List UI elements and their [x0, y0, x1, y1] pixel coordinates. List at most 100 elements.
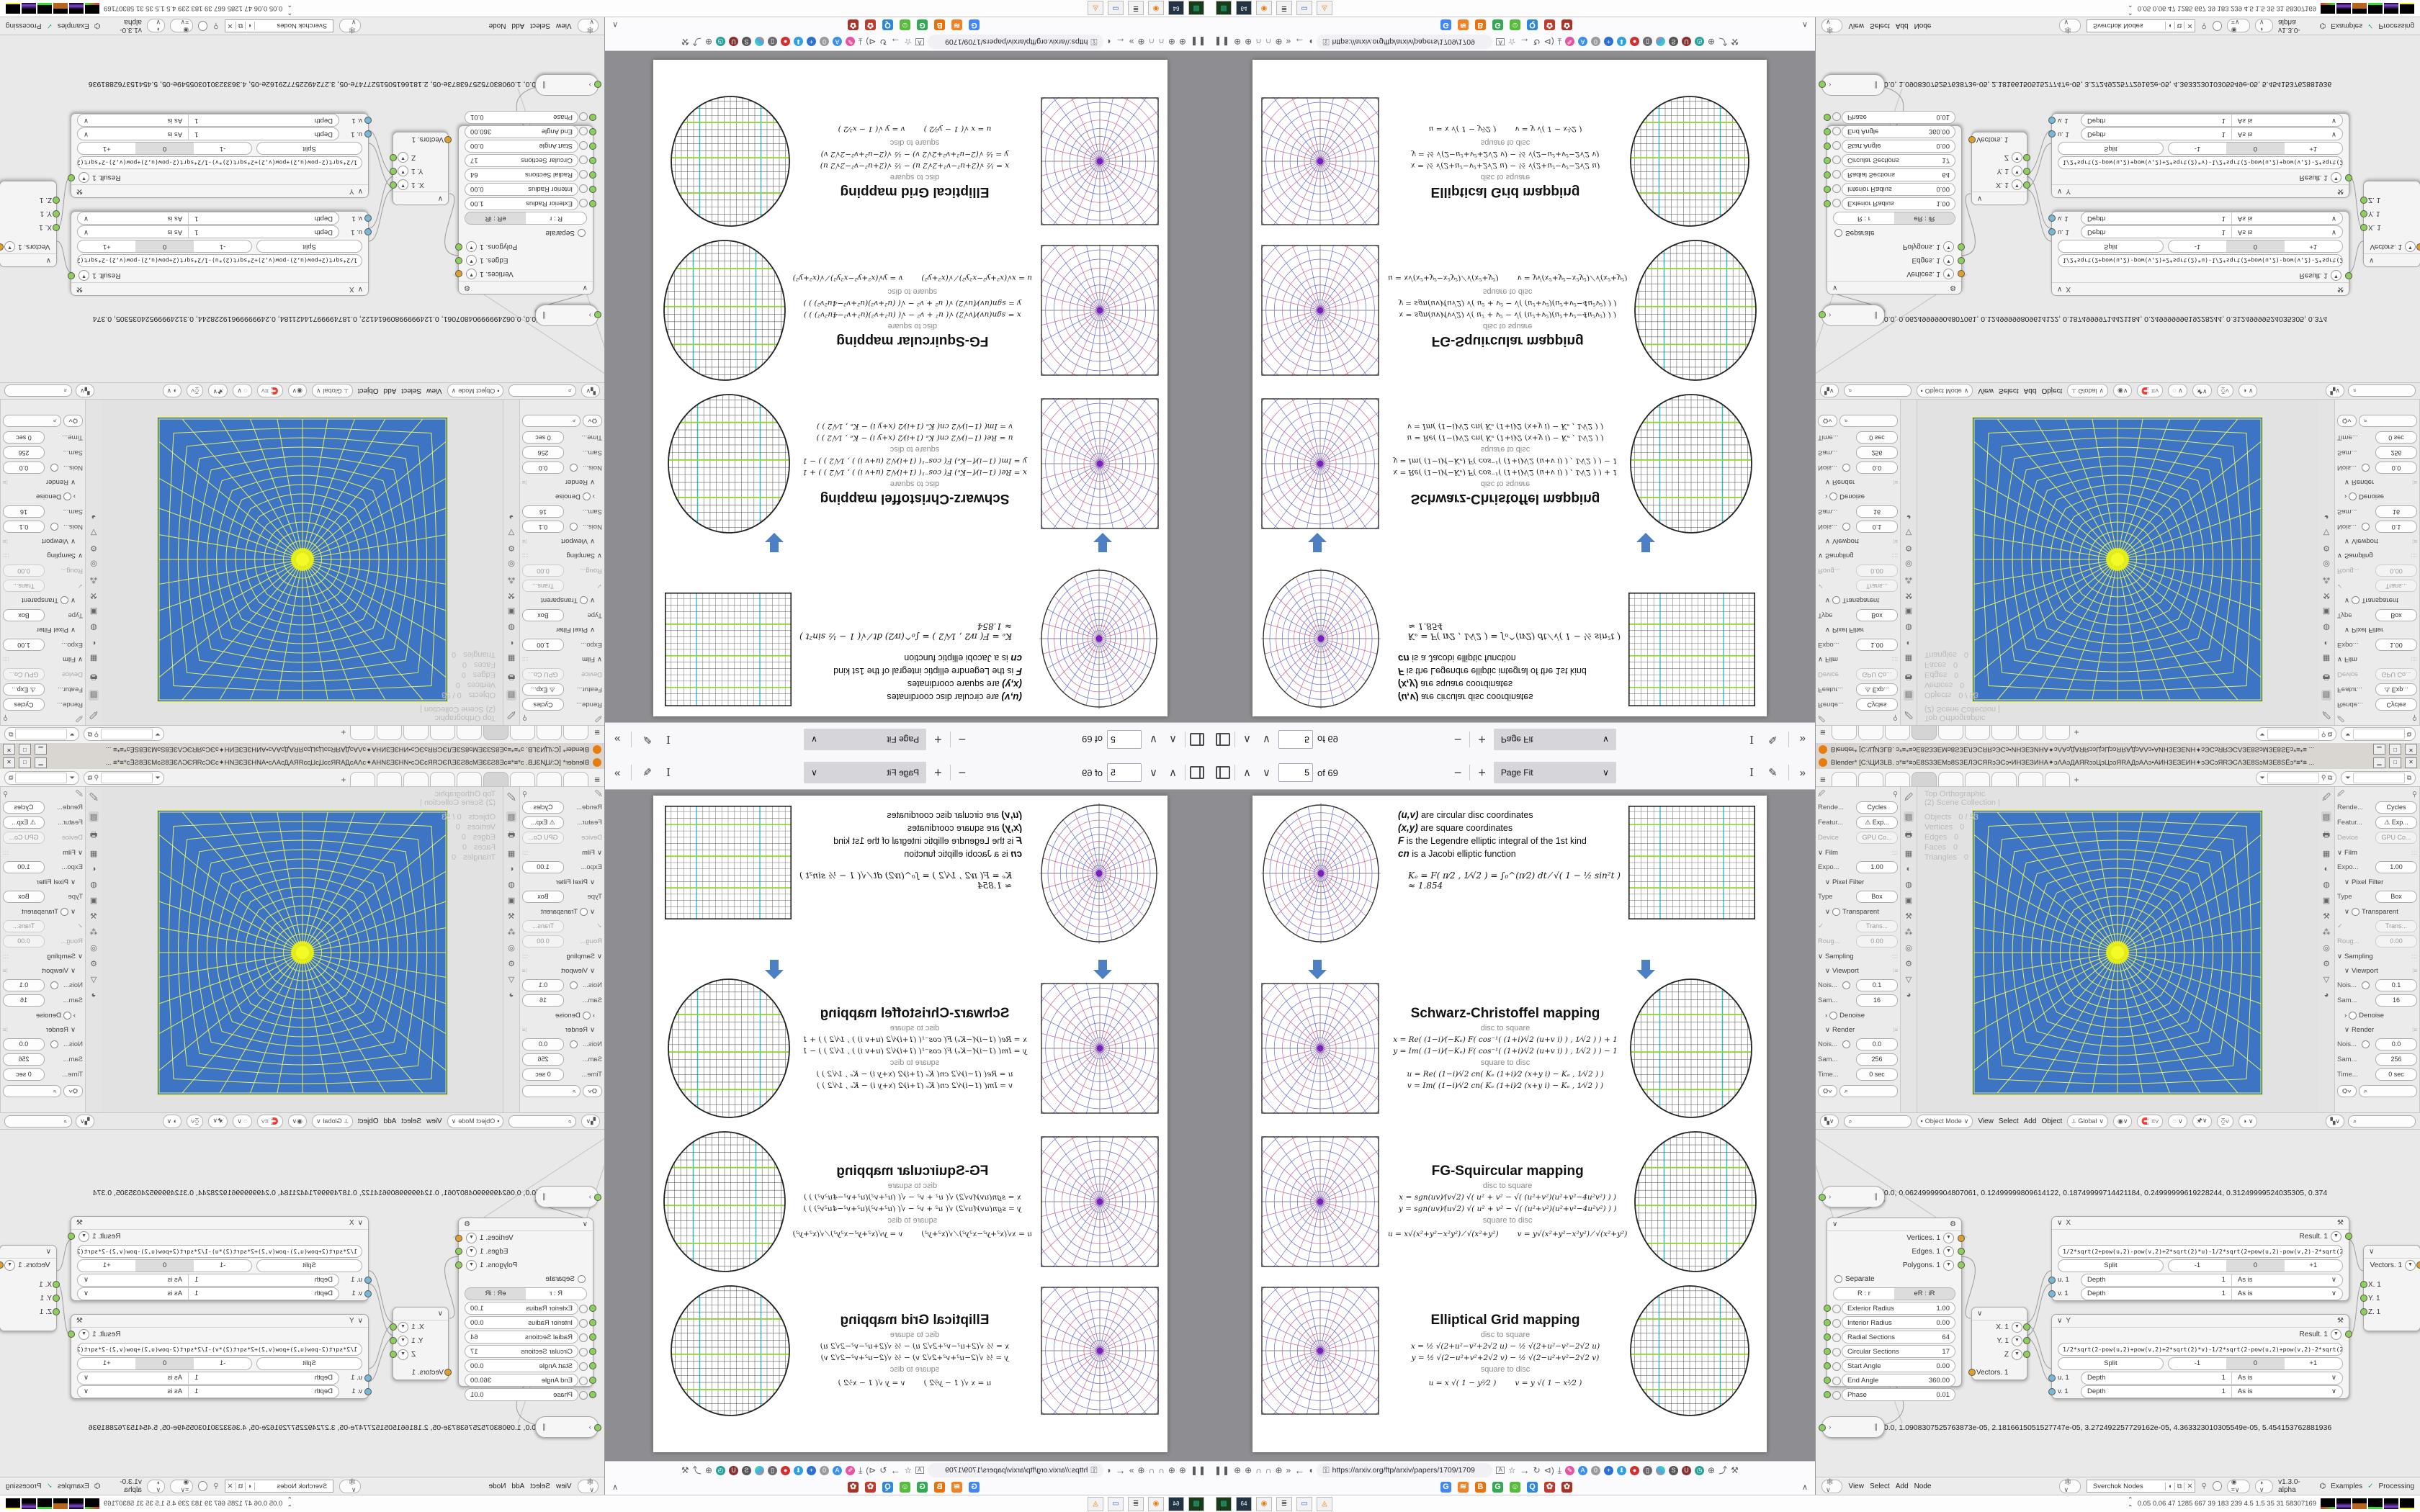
workspace-tab[interactable] — [1937, 726, 1963, 740]
container-tab-icon[interactable]: ⊕ — [1178, 37, 1186, 47]
editor-type-button[interactable]: ▚∨ — [1820, 1114, 1839, 1128]
collapse-chevron-icon[interactable]: ∧ — [612, 20, 619, 30]
video-download-helper-icon[interactable]: ⬇ — [1617, 1465, 1627, 1475]
object-tab-icon[interactable]: ▣ — [1904, 896, 1913, 905]
render-samples-row[interactable]: Sam... 256 — [522, 445, 602, 460]
constraint-tab-icon[interactable]: ⚙ — [2323, 544, 2330, 552]
zoom-out-button[interactable]: − — [1453, 732, 1462, 747]
exposure-row[interactable]: Expo... 1.00 — [522, 860, 602, 875]
transform-orientation-selector[interactable]: ⟂ Global ∨ — [312, 1114, 353, 1128]
checkbox-icon[interactable] — [569, 981, 578, 989]
socket-y[interactable] — [2023, 1337, 2030, 1344]
editor-type-button[interactable]: 🕸∨ — [1821, 1478, 1843, 1493]
headset-icon[interactable]: ∩ — [1255, 1465, 1262, 1475]
favicon-gear[interactable]: ✿ — [1544, 19, 1555, 31]
tool-tab-icon[interactable]: 🖉 — [507, 710, 516, 719]
object-tab-icon[interactable]: ▣ — [1904, 607, 1913, 616]
pause-icon[interactable]: ❚❚ — [1189, 1465, 1206, 1475]
menu-add[interactable]: Add — [1895, 1482, 1909, 1490]
checkbox-icon[interactable] — [1832, 596, 1840, 605]
globe-icon[interactable]: ⊕ — [1708, 1465, 1716, 1475]
wrap-minus-button[interactable]: -1 — [219, 1261, 226, 1269]
transparent-glass-row[interactable]: ✓ Trans... — [3, 919, 83, 934]
param-row[interactable]: Circular Sections 17 — [1824, 1345, 1961, 1358]
pin-icon[interactable]: ⚲ — [3, 714, 8, 722]
clock-extension-icon[interactable]: ◷ — [1695, 1465, 1705, 1475]
shield-icon[interactable]: ◖ — [2164, 22, 2174, 30]
socket[interactable] — [1819, 1424, 1826, 1431]
socket-v[interactable] — [364, 1290, 372, 1297]
pdf-sidebar-toggle-icon[interactable] — [1190, 766, 1204, 779]
modifier-tab-icon[interactable]: ⚒ — [508, 591, 515, 600]
tool-tab-icon[interactable]: 🖉 — [89, 793, 98, 802]
denoise-header[interactable]: › Denoise — [2344, 492, 2385, 501]
favicon-google-2[interactable]: G — [1492, 1481, 1503, 1493]
expand-icon[interactable]: › — [588, 1192, 591, 1201]
denoise-header[interactable]: › Denoise — [1825, 492, 1865, 501]
separate-checkbox[interactable] — [578, 229, 586, 237]
modifier-tab-icon[interactable]: ⚒ — [90, 591, 97, 600]
add-extension-icon[interactable]: + — [1604, 1465, 1614, 1475]
favicon-stackoverflow[interactable]: ≋ — [951, 19, 962, 31]
transparent-glass-row[interactable]: ✓ Trans... — [522, 578, 602, 593]
render-noise-row[interactable]: Nois... 0.0 — [2337, 460, 2417, 475]
physics-tab-icon[interactable]: ◎ — [2323, 559, 2330, 568]
viewport-noise-row[interactable]: Nois... 0.1 — [1818, 519, 1898, 534]
socket-result[interactable] — [68, 1233, 75, 1240]
socket-vertices[interactable] — [455, 1234, 462, 1242]
menu-add[interactable]: Add — [511, 1482, 525, 1490]
filter-type-row[interactable]: Type Box — [1818, 608, 1898, 623]
magnet-snap-selector[interactable]: 🧲 ⌗∨ — [256, 384, 283, 398]
page-number-input[interactable] — [1278, 763, 1313, 782]
material-tab-icon[interactable]: ◕ — [508, 513, 514, 521]
time-limit-row[interactable]: Time... 0 sec — [3, 430, 83, 445]
render-noise-row[interactable]: Nois... 0.0 — [522, 1037, 602, 1052]
editor-type-button[interactable]: ▚∨ — [581, 384, 600, 398]
param-row[interactable]: Phase 0.01 — [459, 111, 596, 124]
socket-vectors[interactable] — [444, 136, 452, 143]
render-samples-row[interactable]: Sam... 256 — [1818, 445, 1898, 460]
modifier-tab-icon[interactable]: ⚒ — [508, 912, 515, 921]
formula-input[interactable]: 1/2*sqrt(2-pow(u,2)+pow(v,2)+2*sqrt(2)*v… — [2058, 156, 2343, 169]
sampling-section-header[interactable]: ∨ Sampling:::: — [3, 952, 83, 960]
render-engine-row[interactable]: Rende... Cycles — [1818, 697, 1898, 712]
param-row[interactable]: Exterior Radius 1.00 — [459, 197, 596, 210]
socket-polygons[interactable] — [1958, 1261, 1965, 1269]
film-section-header[interactable]: ∨ Film:::: — [1818, 848, 1898, 857]
mute-icon[interactable]: ⊲) — [866, 37, 877, 47]
scene-tab-icon[interactable]: ◐ — [508, 865, 514, 873]
data-tab-icon[interactable]: ▽ — [508, 528, 515, 536]
roughness-row[interactable]: Roug... 0.00 — [522, 934, 602, 949]
editor-type-button[interactable]: ▚∨ — [581, 1114, 600, 1128]
output-tab-icon[interactable]: 🖶 — [2322, 831, 2331, 840]
transparent-header[interactable]: ∨ Transparent — [2344, 596, 2398, 605]
maximize-button[interactable]: □ — [2389, 757, 2401, 768]
transparent-header[interactable]: ∨ Transparent — [1825, 907, 1879, 916]
checkbox-icon[interactable] — [50, 981, 58, 989]
next-page-button[interactable]: ∨ — [1262, 733, 1270, 746]
object-tab-icon[interactable]: ▣ — [507, 607, 516, 616]
forward-button[interactable]: → — [1519, 36, 1530, 48]
vector-out-node[interactable]: ∨ X. 1 ▼ Y. 1 ▼ Z ▼ Vectors. 1 — [1968, 132, 2030, 205]
favicon-gear[interactable]: ✿ — [1544, 1481, 1555, 1493]
workspace-tab[interactable] — [1857, 726, 1883, 740]
menu-view[interactable]: View — [556, 22, 572, 30]
formula-node-x[interactable]: ∨ X ⚒ Result. 1 ▼ 1/2*sqrt(2+pow(u,2)-pow(v… — [2048, 211, 2352, 296]
socket-y[interactable] — [2360, 210, 2367, 217]
socket-z[interactable] — [53, 1308, 60, 1315]
pdf-content-area[interactable]: (u,v) are circular disc coordinates (x,y… — [1210, 790, 1815, 1461]
expand-chevrons-icon[interactable]: ⌃ ⌃ — [2127, 1495, 2133, 1512]
tab-r[interactable]: R : r — [550, 1290, 563, 1297]
favicon-gear-2[interactable]: ✿ — [1561, 19, 1572, 31]
header-search-input[interactable]: ⌕ — [2348, 1115, 2416, 1128]
s-box-extension-icon[interactable]: S — [741, 1465, 751, 1475]
world-tab-icon[interactable]: ◍ — [90, 881, 97, 889]
socket-x[interactable] — [390, 1323, 397, 1331]
material-tab-icon[interactable]: ◕ — [2323, 513, 2329, 521]
next-page-button[interactable]: ∨ — [1262, 766, 1270, 779]
previous-page-button[interactable]: ∧ — [1243, 733, 1251, 746]
constraint-tab-icon[interactable]: ⚙ — [90, 960, 97, 968]
output-tab-icon[interactable]: 🖶 — [89, 672, 98, 681]
roughness-row[interactable]: Roug... 0.00 — [2337, 563, 2417, 578]
zoom-in-button[interactable]: + — [1478, 765, 1486, 780]
